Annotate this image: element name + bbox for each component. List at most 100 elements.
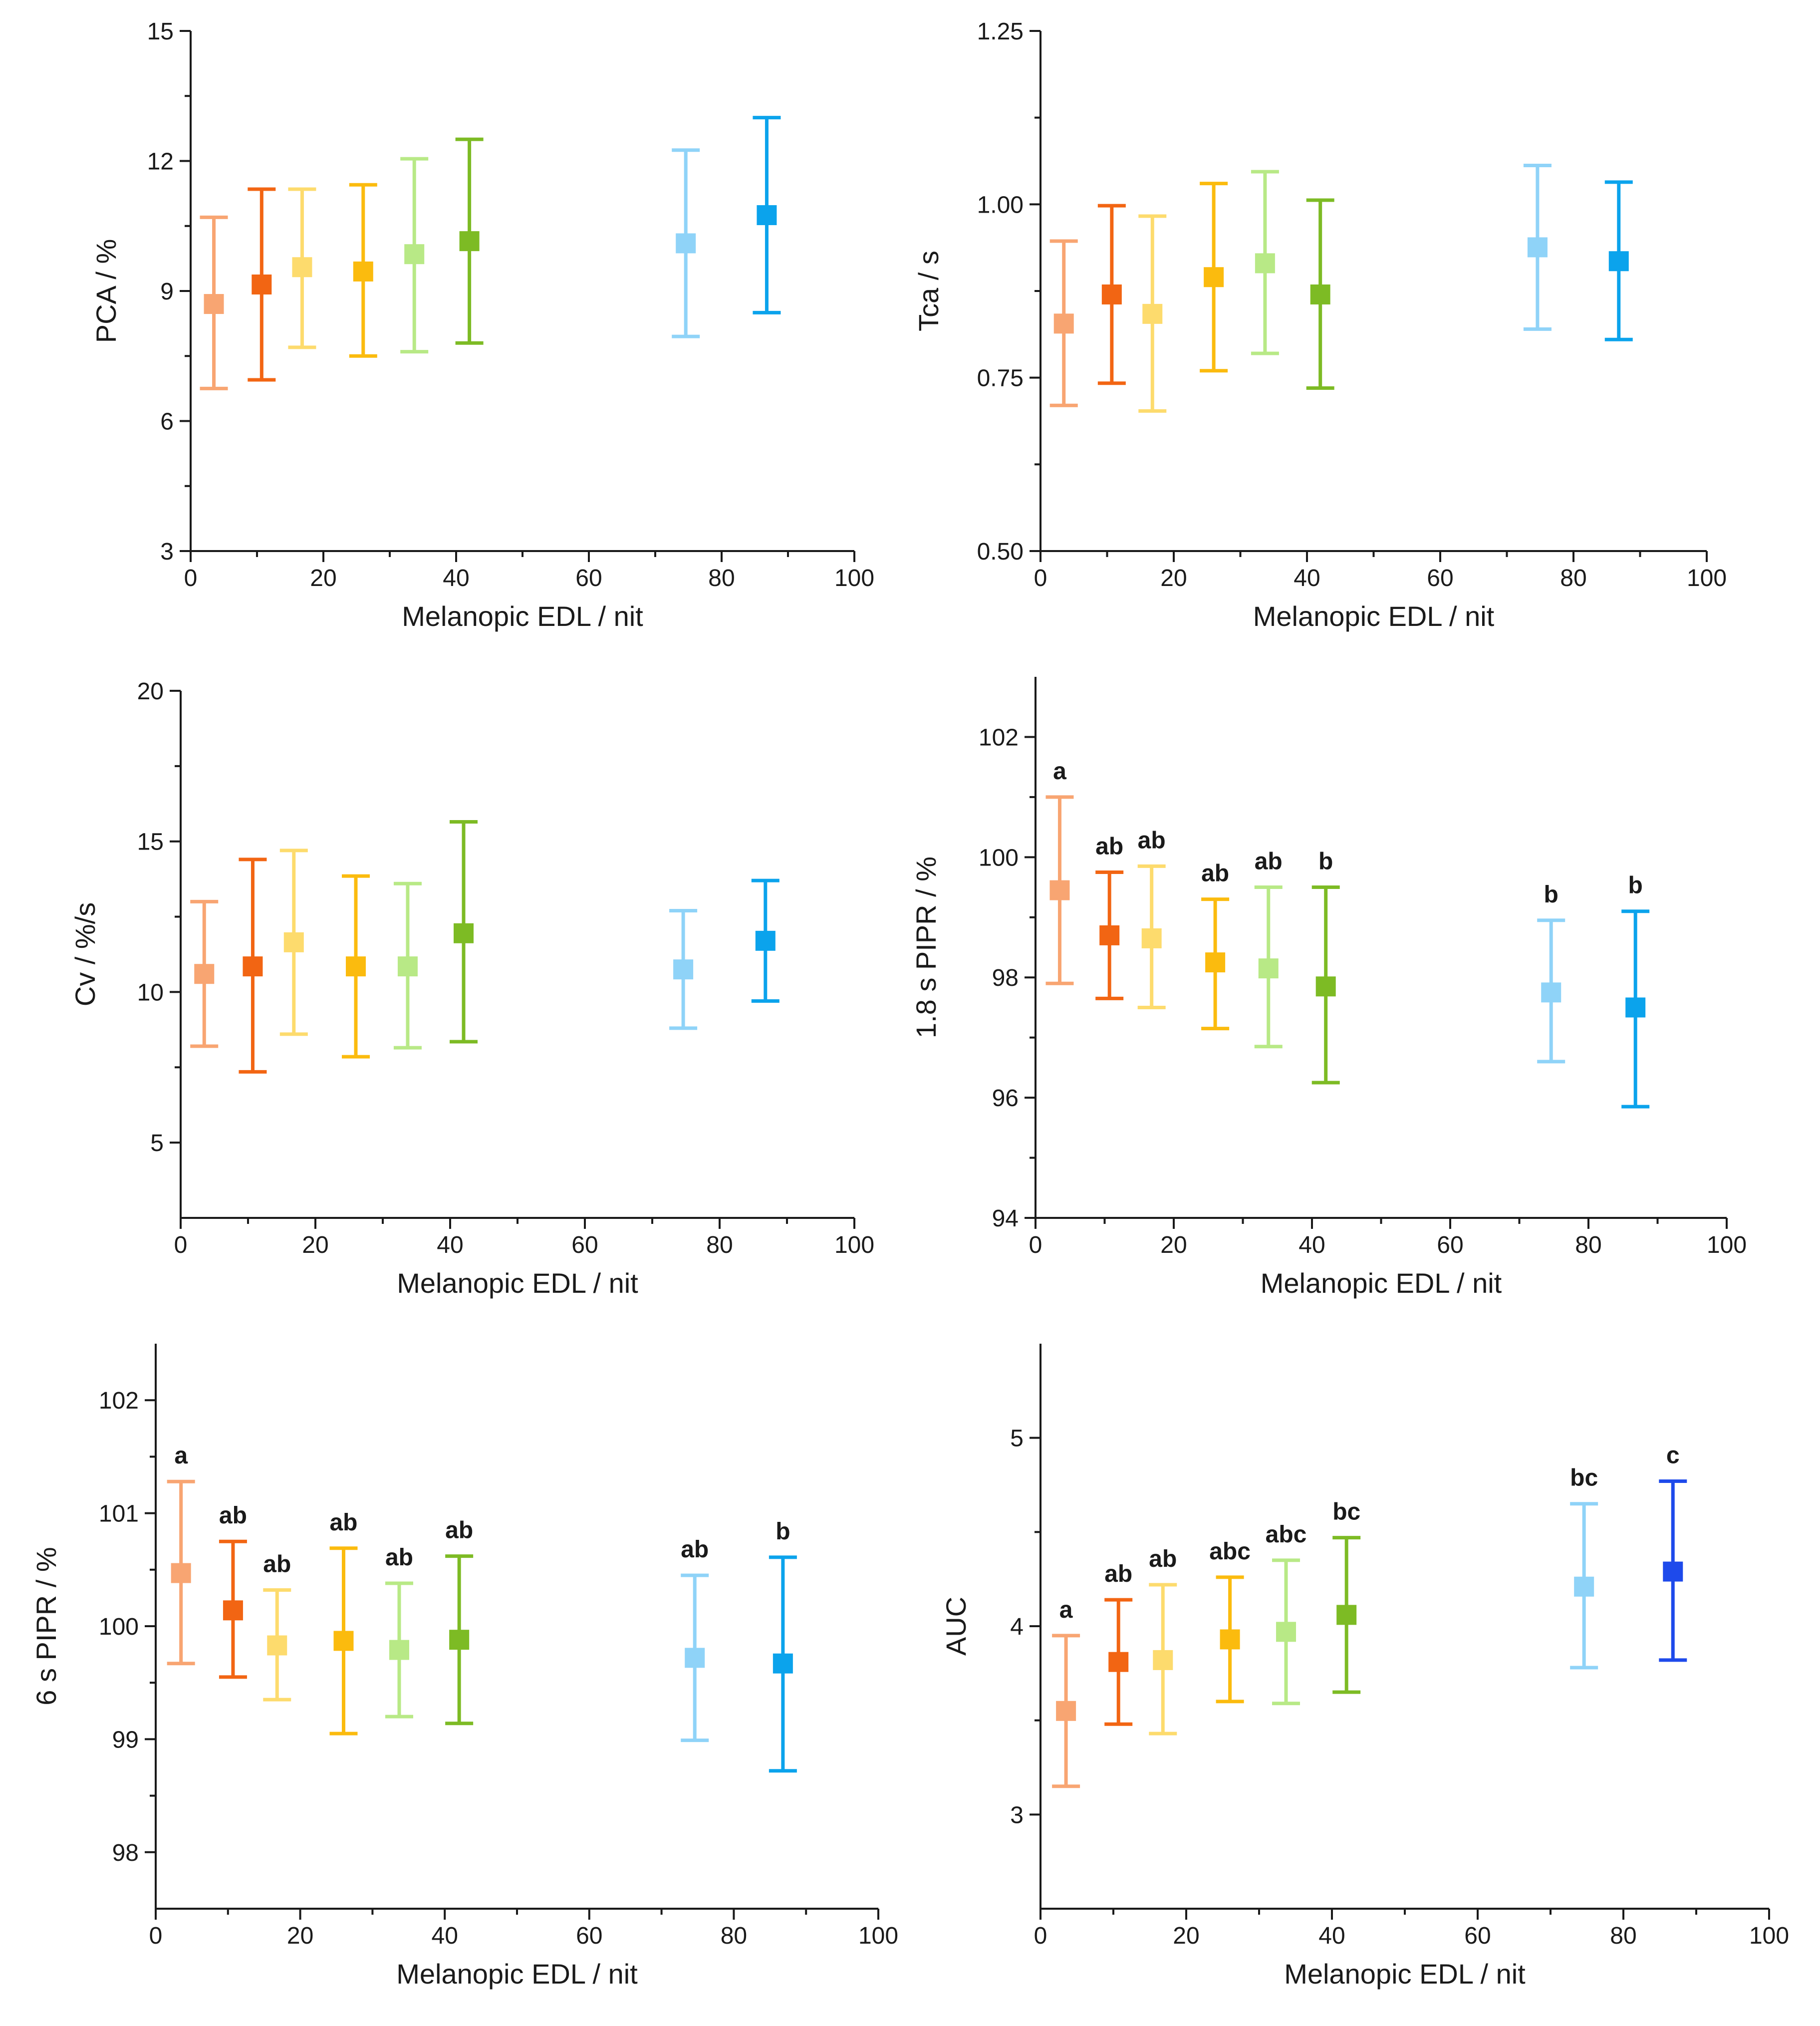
- data-marker: [1220, 1629, 1240, 1650]
- data-marker: [243, 956, 263, 977]
- data-point: c: [1659, 1442, 1687, 1662]
- data-marker: [1101, 284, 1122, 304]
- x-tick-label: 100: [834, 565, 874, 591]
- y-axis-title: AUC: [940, 1597, 972, 1656]
- y-tick-label: 102: [99, 1388, 139, 1414]
- y-tick-label: 4: [1010, 1614, 1024, 1640]
- significance-label: ab: [219, 1502, 247, 1529]
- data-point: [450, 820, 478, 1044]
- data-point: [1138, 214, 1167, 413]
- x-tick-label: 20: [310, 565, 336, 591]
- data-point: ab: [1095, 833, 1123, 1000]
- significance-label: bc: [1332, 1499, 1360, 1525]
- significance-label: ab: [1138, 827, 1166, 854]
- chart-panel-cv: 0 20 40 60 80 100 5 10 15 20 Melanopic EDL / nit Cv…: [69, 678, 874, 1299]
- significance-label: a: [174, 1443, 188, 1469]
- significance-label: bc: [1570, 1465, 1598, 1491]
- data-marker: [389, 1640, 409, 1660]
- x-tick-label: 0: [1034, 565, 1047, 591]
- data-point: bc: [1570, 1465, 1598, 1670]
- data-marker: [1258, 958, 1279, 979]
- x-tick-label: 40: [1299, 1232, 1325, 1258]
- data-marker: [283, 932, 304, 952]
- significance-label: b: [1318, 849, 1333, 875]
- data-point: [190, 899, 219, 1048]
- data-point: b: [1537, 881, 1565, 1064]
- data-marker: [252, 274, 272, 294]
- data-point: ab: [445, 1517, 473, 1726]
- data-point: ab: [1104, 1561, 1132, 1726]
- x-tick-label: 20: [1173, 1923, 1199, 1949]
- data-marker: [171, 1563, 191, 1583]
- data-point: abc: [1266, 1521, 1306, 1706]
- x-tick-label: 80: [708, 565, 735, 591]
- y-tick-label: 15: [147, 18, 174, 45]
- y-tick-label: 0.75: [977, 365, 1024, 392]
- data-marker: [1153, 1650, 1173, 1670]
- significance-label: ab: [1095, 833, 1123, 860]
- data-marker: [1053, 313, 1074, 334]
- data-marker: [676, 233, 696, 254]
- data-marker: [685, 1648, 705, 1668]
- data-marker: [1541, 982, 1561, 1003]
- data-point: [1251, 170, 1279, 355]
- y-axis-title: Tca / s: [913, 251, 944, 331]
- x-axis-title: Melanopic EDL / nit: [1261, 1267, 1502, 1299]
- data-point: ab: [1255, 849, 1283, 1049]
- data-point: ab: [219, 1502, 247, 1679]
- data-marker: [1204, 267, 1224, 288]
- y-axis-title: 6 s PIPR / %: [30, 1547, 62, 1705]
- significance-label: ab: [1255, 849, 1283, 875]
- data-point: [400, 157, 429, 354]
- significance-label: b: [1628, 872, 1643, 899]
- significance-label: b: [1544, 881, 1559, 908]
- y-tick-label: 5: [150, 1130, 164, 1157]
- y-tick-label: 98: [112, 1840, 139, 1866]
- data-marker: [1527, 237, 1548, 258]
- data-point: b: [769, 1518, 797, 1773]
- x-tick-label: 40: [432, 1923, 458, 1949]
- data-point: ab: [329, 1509, 357, 1736]
- significance-label: a: [1053, 758, 1066, 785]
- x-tick-label: 80: [721, 1923, 747, 1949]
- chart-panel-auc: 0 20 40 60 80 100 3 4 5 Melanopic EDL / nit AUC a ab…: [940, 1344, 1789, 1990]
- data-point: ab: [681, 1536, 709, 1742]
- x-axis-title: Melanopic EDL / nit: [397, 1267, 638, 1299]
- x-tick-label: 0: [149, 1923, 163, 1949]
- x-tick-label: 20: [287, 1923, 313, 1949]
- data-marker: [757, 205, 777, 226]
- data-point: [753, 116, 781, 314]
- data-point: [200, 215, 228, 390]
- data-marker: [1315, 976, 1336, 997]
- data-marker: [1276, 1622, 1297, 1642]
- y-tick-label: 100: [979, 845, 1019, 871]
- x-tick-label: 40: [1294, 565, 1320, 591]
- data-marker: [346, 956, 366, 977]
- y-tick-label: 100: [99, 1614, 139, 1640]
- data-point: [672, 148, 700, 338]
- data-point: [349, 183, 377, 358]
- y-tick-label: 10: [137, 979, 164, 1006]
- data-marker: [267, 1635, 287, 1656]
- x-tick-label: 40: [443, 565, 469, 591]
- data-marker: [773, 1653, 793, 1674]
- x-tick-label: 80: [706, 1232, 733, 1258]
- data-point: [1097, 204, 1126, 385]
- y-tick-label: 3: [1010, 1802, 1024, 1828]
- data-marker: [1099, 925, 1120, 945]
- data-point: b: [1621, 872, 1650, 1109]
- x-tick-label: 0: [174, 1232, 188, 1258]
- data-marker: [1310, 284, 1330, 304]
- y-tick-label: 99: [112, 1727, 139, 1753]
- y-tick-label: 102: [979, 724, 1019, 751]
- data-point: [1049, 239, 1078, 407]
- chart-panel-pca: 0 20 40 60 80 100 3 6 9 12 15 Melanopic EDL / nit PC…: [90, 18, 874, 632]
- x-axis-title: Melanopic EDL / nit: [402, 600, 643, 632]
- data-marker: [1663, 1561, 1683, 1582]
- x-tick-label: 100: [834, 1232, 874, 1258]
- y-axis-title: Cv / %/s: [69, 902, 101, 1006]
- x-tick-label: 100: [1749, 1923, 1789, 1949]
- data-marker: [1205, 952, 1226, 973]
- data-point: [248, 187, 276, 382]
- x-tick-label: 100: [1707, 1232, 1747, 1258]
